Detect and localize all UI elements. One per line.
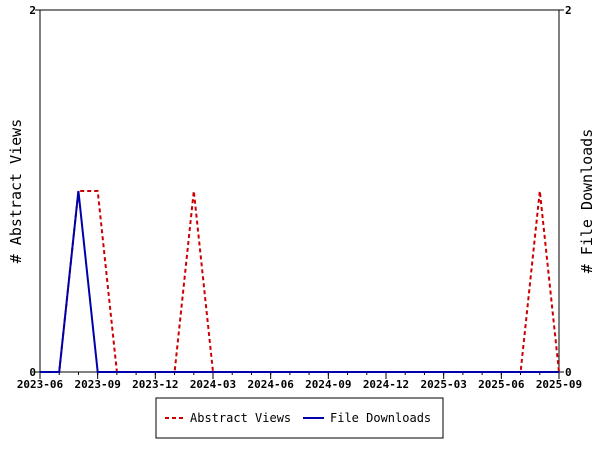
legend-label-file-downloads: File Downloads: [330, 411, 431, 425]
legend-label-abstract-views: Abstract Views: [190, 411, 291, 425]
y-right-tick-label: 2: [565, 4, 572, 17]
y-axis: 0 2 0 2: [29, 4, 571, 379]
series-layer: [40, 190, 560, 373]
y-left-tick-label: 0: [29, 366, 36, 379]
x-tick-label: 2024-06: [247, 378, 294, 391]
x-tick-label: 2024-09: [305, 378, 351, 391]
y-axis-left-label: # Abstract Views: [7, 119, 25, 264]
x-tick-label: 2023-06: [17, 378, 64, 391]
x-axis: 2023-06 2023-09 2023-12 2024-03 2024-06 2024-…: [17, 372, 582, 391]
y-left-tick-label: 2: [29, 4, 36, 17]
y-axis-right-label: # File Downloads: [578, 129, 596, 274]
x-tick-label: 2025-06: [478, 378, 525, 391]
y-right-tick-label: 0: [565, 366, 572, 379]
x-tick-label: 2023-12: [132, 378, 178, 391]
x-tick-label: 2025-03: [420, 378, 466, 391]
legend: Abstract Views File Downloads: [155, 397, 444, 439]
x-tick-label: 2025-09: [536, 378, 582, 391]
x-tick-label: 2024-12: [363, 378, 409, 391]
series-line-file-downloads: [40, 190, 559, 373]
x-tick-label: 2023-09: [74, 378, 120, 391]
plot-area: [39, 9, 560, 373]
legend-box: [155, 397, 444, 439]
x-tick-label: 2024-03: [190, 378, 236, 391]
